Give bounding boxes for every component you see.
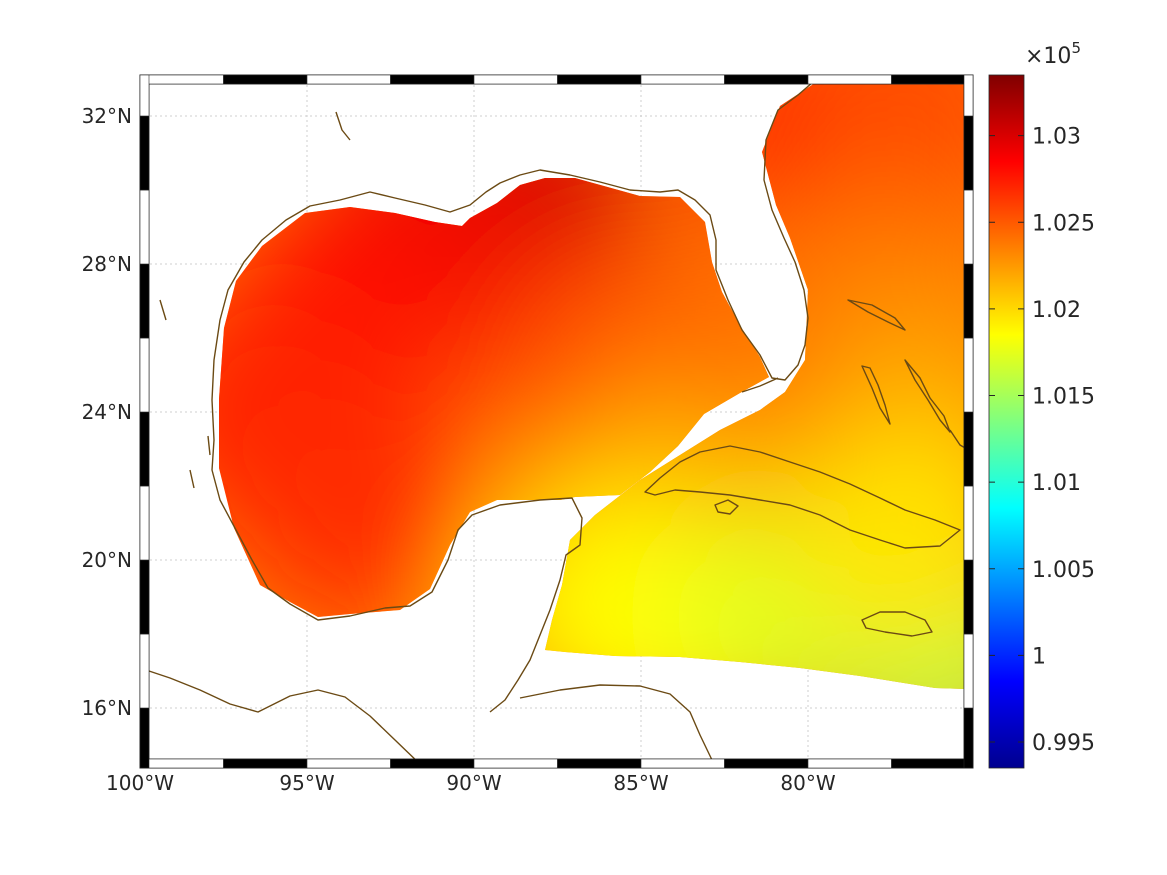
lon-tick-label: 90°W — [446, 771, 501, 795]
frame-segment-right — [963, 115, 974, 191]
colorbar-tick-label: 1 — [1032, 644, 1046, 669]
colorbar-tick-label: 1.025 — [1032, 211, 1095, 236]
frame-segment-left — [139, 559, 150, 635]
frame-segment-top — [390, 74, 475, 85]
colorbar-tick-label: 1.01 — [1032, 471, 1081, 496]
frame-segment-right — [963, 337, 974, 413]
frame-segment-top — [473, 74, 558, 85]
coastline-gulf-north — [211, 75, 821, 441]
lon-tick-label: 80°W — [780, 771, 835, 795]
coastline-bahamas-andros — [861, 365, 891, 425]
frame-segment-right — [963, 411, 974, 487]
colorbar-tick-label: 1.015 — [1032, 385, 1095, 410]
frame-segment-bottom — [390, 758, 475, 769]
lon-tick-label: 95°W — [279, 771, 334, 795]
frame-segment-bottom — [139, 758, 224, 769]
coastline-cuba — [644, 445, 961, 549]
frame-segment-top — [807, 74, 892, 85]
frame-segment-right — [963, 707, 974, 769]
frame-segment-left — [139, 633, 150, 709]
field-sample-16 — [788, 421, 965, 662]
frame-segment-bottom — [724, 758, 809, 769]
frame-segment-left — [139, 263, 150, 339]
frame-segment-bottom — [557, 758, 642, 769]
colorbar-tick-label: 1.005 — [1032, 558, 1095, 583]
lon-tick-label: 100°W — [106, 771, 174, 795]
frame-segment-right — [963, 485, 974, 561]
coastline-jamaica — [861, 611, 933, 637]
colorbar-tick-label: 0.995 — [1032, 731, 1095, 756]
coastline-bahamas-abaco — [847, 299, 906, 331]
lat-tick-label: 20°N — [82, 548, 132, 572]
frame-segment-left — [139, 115, 150, 191]
longitude-labels: 100°W 95°W 90°W 85°W 80°W — [106, 771, 836, 795]
latitude-labels: 16°N 20°N 24°N 28°N 32°N — [82, 104, 132, 720]
frame-segment-top — [306, 74, 391, 85]
frame-segment-left — [139, 189, 150, 265]
frame-segment-top — [724, 74, 809, 85]
frame-segment-left — [139, 337, 150, 413]
colorbar-tick-label: 1.03 — [1032, 125, 1081, 150]
map-frame — [139, 74, 974, 769]
colorbar-ticks: 0.995 1 1.005 1.01 1.015 1.02 1.025 1.03 — [989, 125, 1095, 756]
colorbar-exponent: ×105 — [1025, 39, 1081, 69]
frame-segment-bottom — [223, 758, 308, 769]
coastline-mexico — [211, 439, 583, 713]
frame-segment-right — [963, 633, 974, 709]
colorbar-exponent-base: ×10 — [1025, 44, 1071, 69]
frame-segment-right — [963, 189, 974, 265]
coastline-bahamas-eleuthera — [904, 359, 951, 433]
lon-tick-label: 85°W — [613, 771, 668, 795]
frame-segment-left — [139, 411, 150, 487]
frame-segment-left — [139, 485, 150, 561]
frame-segment-bottom — [473, 758, 558, 769]
colorbar-tick-label: 1.02 — [1032, 298, 1081, 323]
frame-segment-bottom — [640, 758, 725, 769]
coastline-honduras — [519, 684, 713, 761]
field-sample-8 — [788, 83, 965, 236]
lat-tick-label: 16°N — [82, 696, 132, 720]
frame-segment-top — [891, 74, 974, 85]
frame-segment-top — [640, 74, 725, 85]
lat-tick-label: 24°N — [82, 400, 132, 424]
frame-segment-right — [963, 74, 974, 117]
frame-segment-top — [223, 74, 308, 85]
lat-tick-label: 32°N — [82, 104, 132, 128]
frame-segment-left — [139, 74, 150, 117]
frame-segment-top — [139, 74, 224, 85]
frame-segment-bottom — [306, 758, 391, 769]
field-sample-4 — [237, 384, 478, 625]
frame-segment-right — [963, 263, 974, 339]
coastline-isle-of-youth — [714, 499, 739, 515]
coastline-central-america — [139, 667, 423, 767]
coastline-texas-islands — [159, 111, 351, 489]
frame-segment-top — [557, 74, 642, 85]
frame-segment-bottom — [807, 758, 892, 769]
coastline-florida-keys — [741, 377, 779, 393]
lat-tick-label: 28°N — [82, 252, 132, 276]
frame-segment-right — [963, 559, 974, 635]
frame-segment-left — [139, 707, 150, 769]
colorbar — [988, 74, 1025, 769]
colorbar-exponent-power: 5 — [1071, 39, 1081, 57]
frame-segment-bottom — [891, 758, 974, 769]
